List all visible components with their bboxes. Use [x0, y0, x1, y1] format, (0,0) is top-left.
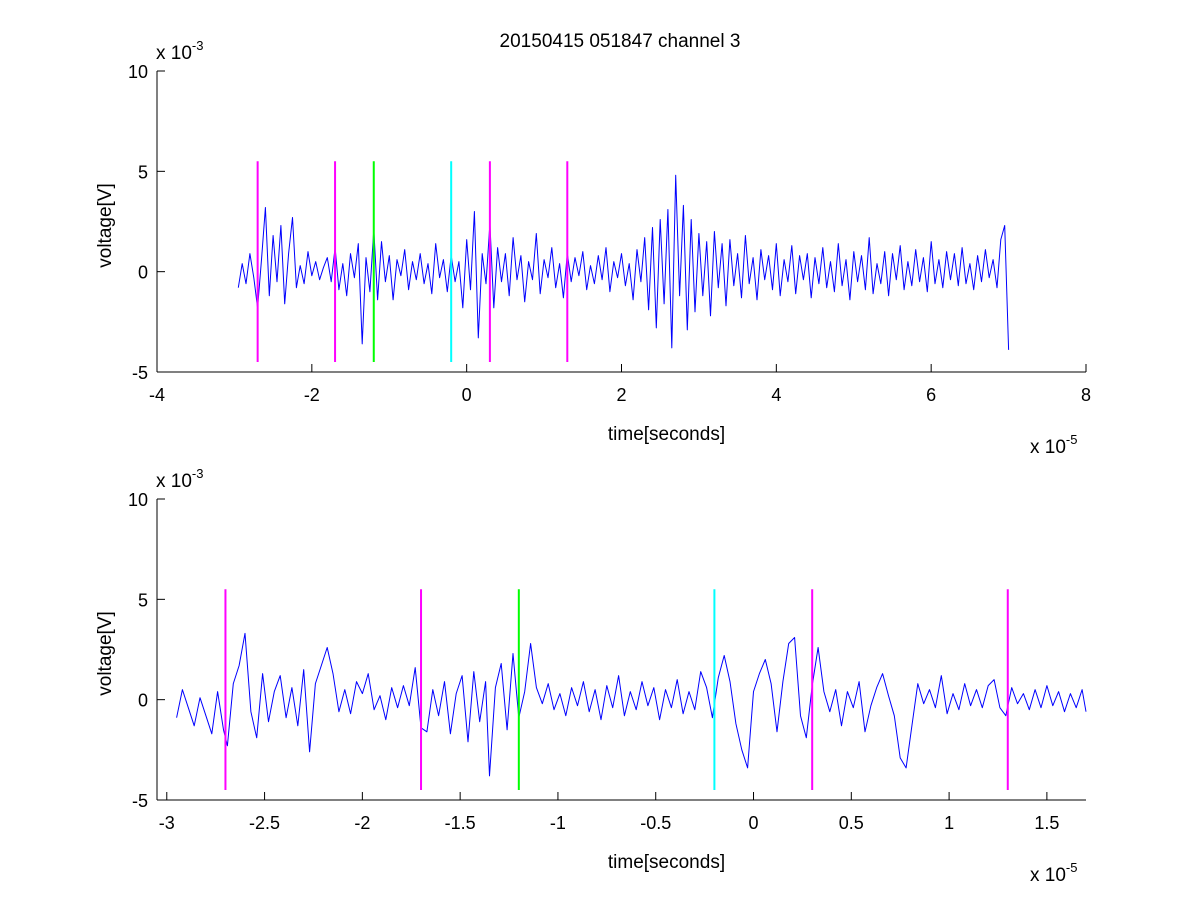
chart-1-y-tick-label: 10	[128, 490, 148, 510]
chart-1-x-tick-label: 0	[749, 813, 759, 833]
chart-1-x-tick-label: 0.5	[839, 813, 864, 833]
chart-0-x-tick-label: 6	[926, 385, 936, 405]
chart-0-x-tick-label: 8	[1081, 385, 1091, 405]
chart-1-x-exponent: x 10-5	[1030, 860, 1077, 886]
chart-0-y-tick-label: 0	[138, 263, 148, 283]
chart-1-y-tick-label: -5	[132, 791, 148, 811]
chart-0-x-tick-label: -2	[304, 385, 320, 405]
chart-1-x-tick-label: 1	[944, 813, 954, 833]
top-chart-panel: -4 -2 0 2 4 6 8 -5 0 5 10 time[seconds] voltage[V] x …	[95, 38, 1091, 458]
chart-1-x-tick-label: -2.5	[249, 813, 280, 833]
chart-0-y-exponent: x 10-3	[156, 38, 203, 64]
chart-1-y-axis-label: voltage[V]	[95, 611, 116, 696]
chart-1-y-exponent: x 10-3	[156, 466, 203, 492]
chart-1-x-tick-label: -2	[354, 813, 370, 833]
chart-1-x-tick-label: 1.5	[1034, 813, 1059, 833]
chart-0-x-axis-label: time[seconds]	[608, 424, 725, 445]
chart-1-x-axis-label: time[seconds]	[608, 852, 725, 873]
chart-0-x-tick-label: 0	[462, 385, 472, 405]
chart-0-x-tick-label: 2	[616, 385, 626, 405]
chart-0-y-axis-label: voltage[V]	[95, 183, 116, 268]
bottom-chart-panel: -3 -2.5 -2 -1.5 -1 -0.5 0 0.5 1 1.5 -5 0 5 10 time[sec…	[95, 466, 1087, 886]
chart-0-y-tick-label: -5	[132, 363, 148, 383]
chart-0-x-exponent: x 10-5	[1030, 432, 1077, 458]
chart-1-x-tick-label: -1.5	[445, 813, 476, 833]
figure-title: 20150415 051847 channel 3	[500, 31, 741, 52]
chart-1-x-tick-label: -1	[550, 813, 566, 833]
chart-0-y-tick-label: 10	[128, 62, 148, 82]
chart-0-x-tick-label: -4	[149, 385, 165, 405]
chart-0-y-tick-label: 5	[138, 162, 148, 182]
chart-1-y-tick-label: 0	[138, 691, 148, 711]
chart-1-x-tick-label: -3	[159, 813, 175, 833]
chart-1-signal-line	[176, 632, 1087, 777]
chart-1-y-tick-label: 5	[138, 590, 148, 610]
chart-0-signal-line	[237, 174, 1010, 350]
chart-1-x-tick-label: -0.5	[640, 813, 671, 833]
chart-0-x-tick-label: 4	[771, 385, 781, 405]
